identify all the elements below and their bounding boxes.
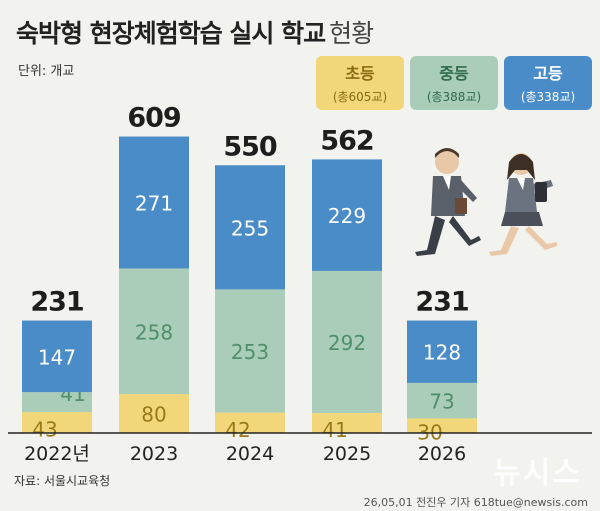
watermark-logo: 뉴시스: [493, 456, 582, 491]
bar-segment-1-1: [119, 268, 189, 395]
category-label-2: 2024: [226, 443, 274, 465]
data-label-1-1: 258: [135, 320, 173, 344]
data-label-0-2: 42: [225, 418, 250, 442]
legend-middle: 중등 (총388교): [410, 56, 498, 110]
data-label-0-1: 80: [141, 403, 166, 427]
bar-segment-0-0: [22, 412, 92, 433]
bar-segment-1-2: [215, 289, 285, 413]
category-label-1: 2023: [130, 443, 178, 465]
legend-high-name: 고등: [533, 64, 563, 83]
running-students-illustration: [415, 148, 557, 256]
data-label-0-0: 43: [32, 418, 57, 442]
bar-segment-1-4: [407, 382, 477, 419]
category-label-4: 2026: [418, 443, 466, 465]
legend-elementary: 초등 (총605교): [316, 56, 404, 110]
legend-elementary-name: 초등: [345, 64, 375, 83]
data-label-1-2: 253: [231, 340, 269, 364]
data-label-1-4: 73: [429, 390, 454, 414]
bar-segment-2-4: [407, 320, 477, 383]
data-label-2-0: 147: [38, 345, 76, 369]
unit-label: 단위: 개교: [18, 64, 75, 79]
title-main: 숙박형 현장체험학습 실시 학교: [16, 19, 326, 48]
data-label-2-4: 128: [423, 341, 461, 365]
legend-middle-total: (총388교): [426, 90, 482, 104]
bar-segment-2-1: [119, 136, 189, 269]
student-boy-figure: [415, 148, 481, 256]
bar-segment-2-3: [312, 159, 382, 271]
title-suffix: 현황: [329, 19, 374, 48]
bar-segment-0-1: [119, 394, 189, 433]
bar-segment-0-3: [312, 413, 382, 433]
total-label-4: 231: [415, 287, 468, 318]
bar-segment-0-2: [215, 412, 285, 433]
total-label-3: 562: [320, 125, 373, 156]
legend-high: 고등 (총338교): [504, 56, 592, 110]
total-label-2: 550: [223, 131, 277, 162]
bar-segment-1-3: [312, 270, 382, 414]
total-label-0: 231: [30, 287, 83, 318]
data-label-2-1: 271: [135, 192, 173, 216]
credit-label: 26,05,01 전진우 기자 618tue@newsis.com: [363, 496, 588, 509]
data-label-2-2: 255: [231, 216, 269, 240]
student-girl-figure: [489, 153, 557, 256]
source-label: 자료: 서울시교육청: [14, 474, 111, 488]
data-label-2-3: 229: [328, 204, 366, 228]
bar-segment-0-4: [407, 418, 477, 433]
legend-middle-name: 중등: [439, 64, 469, 83]
category-label-3: 2025: [323, 443, 371, 465]
legend-elementary-total: (총605교): [332, 90, 388, 104]
data-label-0-3: 41: [322, 418, 347, 442]
category-label-0: 2022년: [24, 443, 90, 465]
bar-segment-2-0: [22, 320, 92, 393]
bar-segment-1-0: [22, 392, 92, 413]
total-label-1: 609: [127, 103, 181, 134]
data-label-1-3: 292: [328, 331, 366, 355]
chart-title: 숙박형 현장체험학습 실시 학교 현황: [16, 14, 374, 50]
bar-segment-2-2: [215, 165, 285, 290]
legend-high-total: (총338교): [520, 90, 576, 104]
